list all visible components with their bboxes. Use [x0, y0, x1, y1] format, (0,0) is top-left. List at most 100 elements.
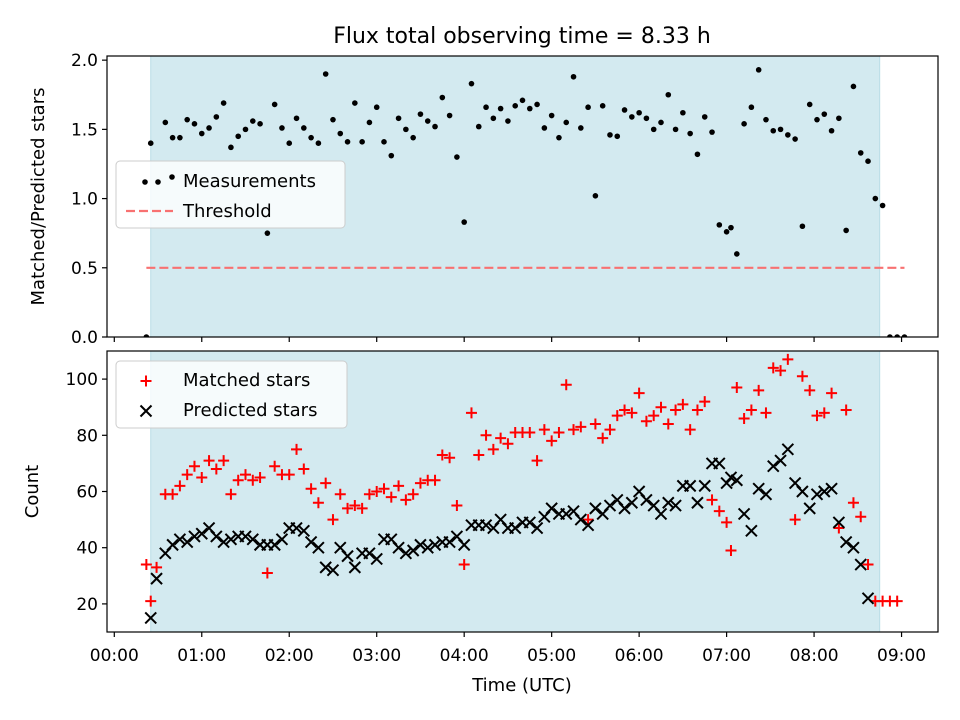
panel-count: 20 40 60 80 100 00:00 01:00 02:00 03:00 04:00 05:0…: [22, 350, 939, 666]
data-point: [683, 479, 697, 493]
data-point: [301, 125, 307, 131]
data-point: [451, 500, 463, 512]
data-point: [759, 488, 773, 501]
data-point: [672, 126, 679, 133]
data-point: [619, 404, 631, 416]
data-point: [821, 111, 828, 117]
data-point: [283, 469, 295, 481]
data-point: [538, 424, 550, 436]
data-point: [312, 541, 325, 554]
data-point: [143, 334, 150, 337]
data-point: [465, 407, 477, 419]
data-point: [799, 223, 806, 230]
data-point: [699, 396, 711, 408]
data-point: [728, 224, 734, 231]
data-point: [879, 202, 886, 209]
data-point: [574, 513, 588, 526]
data-point: [614, 133, 621, 140]
data-point: [658, 119, 664, 126]
axes-frame: [106, 55, 939, 338]
data-point: [803, 502, 816, 515]
data-point: [320, 477, 332, 489]
data-point: [887, 334, 893, 337]
data-point: [291, 443, 303, 455]
y-tick-label: 1.0: [71, 190, 98, 210]
data-point: [210, 530, 223, 543]
data-point: [865, 158, 871, 165]
series-matched-stars: [140, 353, 903, 607]
legend-label: Predicted stars: [183, 400, 317, 421]
data-point: [348, 561, 362, 574]
data-point: [818, 407, 830, 419]
data-point: [709, 129, 715, 135]
data-point: [855, 511, 867, 523]
data-point: [403, 126, 409, 133]
data-point: [279, 125, 285, 131]
data-point: [767, 362, 779, 374]
data-point: [570, 73, 577, 80]
y-tick-label: 20: [76, 595, 98, 615]
data-point: [654, 507, 668, 521]
data-point: [826, 387, 838, 399]
data-point: [691, 404, 703, 416]
data-point: [381, 139, 387, 145]
data-point: [534, 101, 540, 108]
plot-area: [140, 353, 903, 625]
data-point: [228, 144, 234, 151]
data-point: [625, 496, 639, 509]
data-point: [254, 471, 266, 483]
data-point: [840, 404, 852, 416]
data-point: [366, 119, 373, 126]
y-tick-label: 0.5: [71, 259, 98, 279]
data-point: [147, 140, 154, 147]
data-point: [235, 133, 242, 140]
data-point: [417, 111, 424, 117]
data-point: [349, 500, 361, 512]
data-point: [648, 410, 660, 422]
data-point: [599, 103, 606, 109]
data-point: [239, 530, 252, 543]
data-point: [140, 559, 152, 571]
series-predicted-stars: [144, 443, 875, 625]
legend: Matched stars Predicted stars: [115, 360, 348, 429]
data-point: [150, 572, 163, 585]
data-point: [342, 502, 354, 514]
legend-marker: [169, 174, 175, 180]
data-point: [167, 488, 179, 500]
data-point: [626, 407, 638, 419]
data-point: [432, 123, 438, 130]
data-point: [373, 104, 380, 111]
y-tick-label: 0.0: [71, 328, 98, 348]
data-point: [611, 410, 623, 422]
data-point: [407, 488, 419, 500]
data-point: [173, 533, 187, 546]
y-tick-label: 40: [76, 539, 98, 559]
x-tick-label: 03:00: [352, 646, 401, 666]
data-point: [399, 547, 413, 560]
data-point: [862, 559, 874, 571]
data-point: [151, 561, 163, 573]
data-point: [847, 541, 860, 554]
data-point: [359, 139, 365, 145]
data-point: [603, 499, 617, 512]
data-point: [684, 424, 696, 436]
data-point: [901, 334, 908, 337]
data-point: [290, 521, 303, 535]
legend-marker: [155, 179, 161, 185]
data-point: [560, 379, 572, 391]
data-point: [334, 488, 346, 500]
data-point: [385, 491, 397, 503]
data-point: [203, 455, 215, 467]
data-point: [305, 483, 317, 495]
data-point: [737, 507, 751, 521]
data-point: [497, 105, 504, 112]
data-point: [548, 112, 555, 119]
series-measurements: [143, 67, 908, 337]
data-point: [218, 455, 230, 467]
data-point: [188, 530, 201, 543]
data-point: [424, 118, 431, 124]
data-point: [839, 535, 853, 549]
data-point: [180, 535, 194, 549]
data-point: [322, 71, 329, 77]
data-point: [753, 384, 765, 396]
